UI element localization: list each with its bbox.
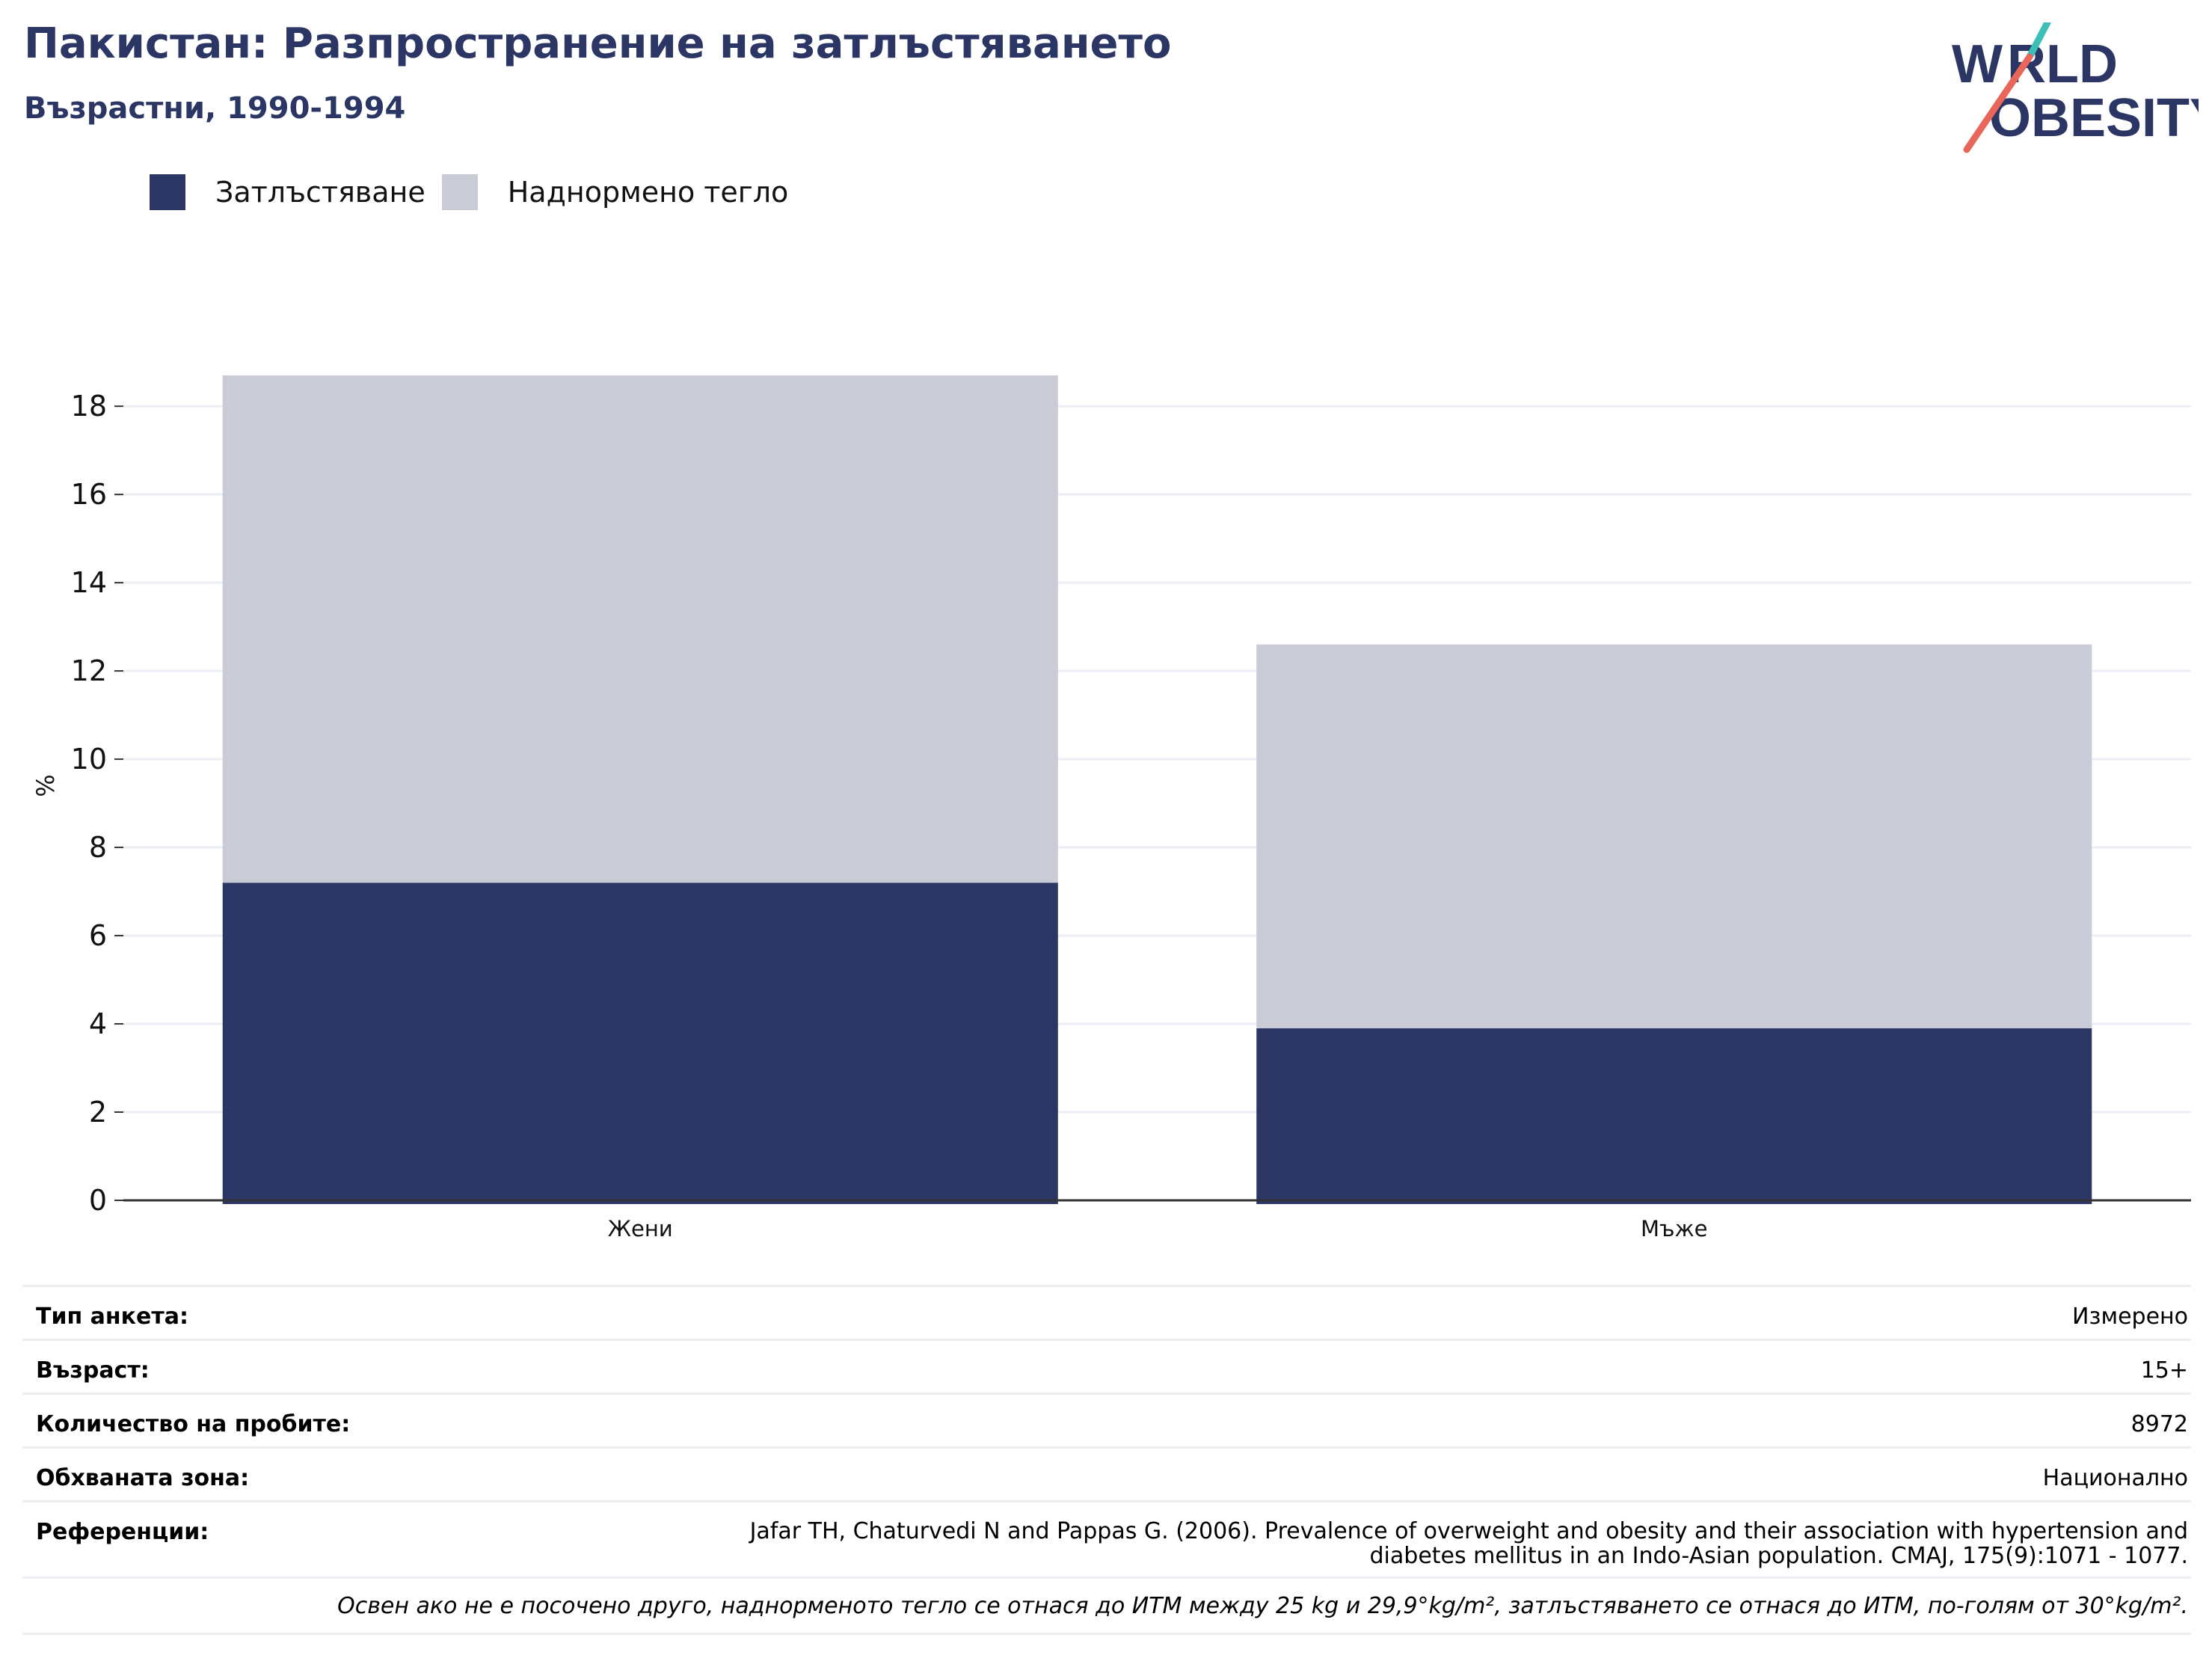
legend-swatch-overweight: [441, 174, 478, 210]
info-row-age: Възраст: 15+: [22, 1339, 2191, 1393]
chart-title: Пакистан: Разпространение на затлъстяван…: [24, 19, 1172, 68]
y-tick-label: 8: [89, 831, 107, 864]
y-tick-label: 14: [71, 566, 107, 599]
survey-info-table: Тип анкета: Измерено Възраст: 15+ Количе…: [22, 1285, 2191, 1635]
bar-overweight-men: [1256, 644, 2092, 1028]
info-key: Количество на пробите:: [36, 1411, 351, 1437]
reference-text: Jafar TH, Chaturvedi N and Pappas G. (20…: [749, 1518, 2188, 1569]
bar-obesity-men: [1256, 1028, 2092, 1204]
y-tick-label: 10: [71, 743, 107, 776]
y-tick-label: 4: [89, 1007, 107, 1040]
x-tick-label: Жени: [608, 1216, 673, 1241]
bar-obesity-women: [222, 882, 1058, 1204]
y-tick-label: 6: [89, 919, 107, 952]
info-row-survey-type: Тип анкета: Измерено: [22, 1285, 2191, 1339]
info-value: Национално: [2042, 1465, 2188, 1491]
legend-item-obesity: Затлъстяване: [150, 174, 425, 210]
info-value: 8972: [2130, 1411, 2188, 1437]
info-value: 15+: [2140, 1357, 2188, 1384]
svg-text:W: W: [1952, 34, 2003, 94]
chart-legend: Затлъстяване Наднормено тегло: [150, 174, 805, 211]
info-row-references: Референции: Jafar TH, Chaturvedi N and P…: [22, 1500, 2191, 1577]
world-obesity-logo: W RLD OBESITY: [1952, 22, 2199, 153]
y-tick-label: 2: [89, 1096, 107, 1129]
bar-overweight-women: [222, 375, 1058, 883]
legend-label-overweight: Наднормено тегло: [507, 176, 789, 209]
info-value: Измерено: [2072, 1304, 2188, 1330]
chart-subtitle: Възрастни, 1990-1994: [24, 91, 406, 126]
legend-label-obesity: Затлъстяване: [215, 176, 425, 209]
y-tick-label: 18: [71, 390, 107, 423]
info-row-area: Обхваната зона: Национално: [22, 1446, 2191, 1500]
svg-text:OBESITY: OBESITY: [1989, 88, 2199, 148]
x-tick-label: Мъже: [1641, 1216, 1707, 1241]
info-key: Тип анкета:: [36, 1304, 188, 1330]
info-row-sample-size: Количество на пробите: 8972: [22, 1393, 2191, 1446]
y-tick-label: 0: [89, 1184, 107, 1217]
info-key: Референции:: [36, 1519, 209, 1545]
y-axis-label: %: [31, 774, 60, 796]
legend-item-overweight: Наднормено тегло: [441, 174, 789, 210]
info-key: Възраст:: [36, 1357, 150, 1384]
bmi-footnote: Освен ако не е посочено друго, наднормен…: [22, 1577, 2191, 1635]
info-key: Обхваната зона:: [36, 1465, 250, 1491]
y-tick-label: 12: [71, 654, 107, 687]
legend-swatch-obesity: [150, 174, 185, 210]
y-tick-label: 16: [71, 478, 107, 511]
stacked-bar-chart: 0 2 4 6 8 10 12 14 16 18% Жени Мъже: [31, 375, 2191, 1241]
